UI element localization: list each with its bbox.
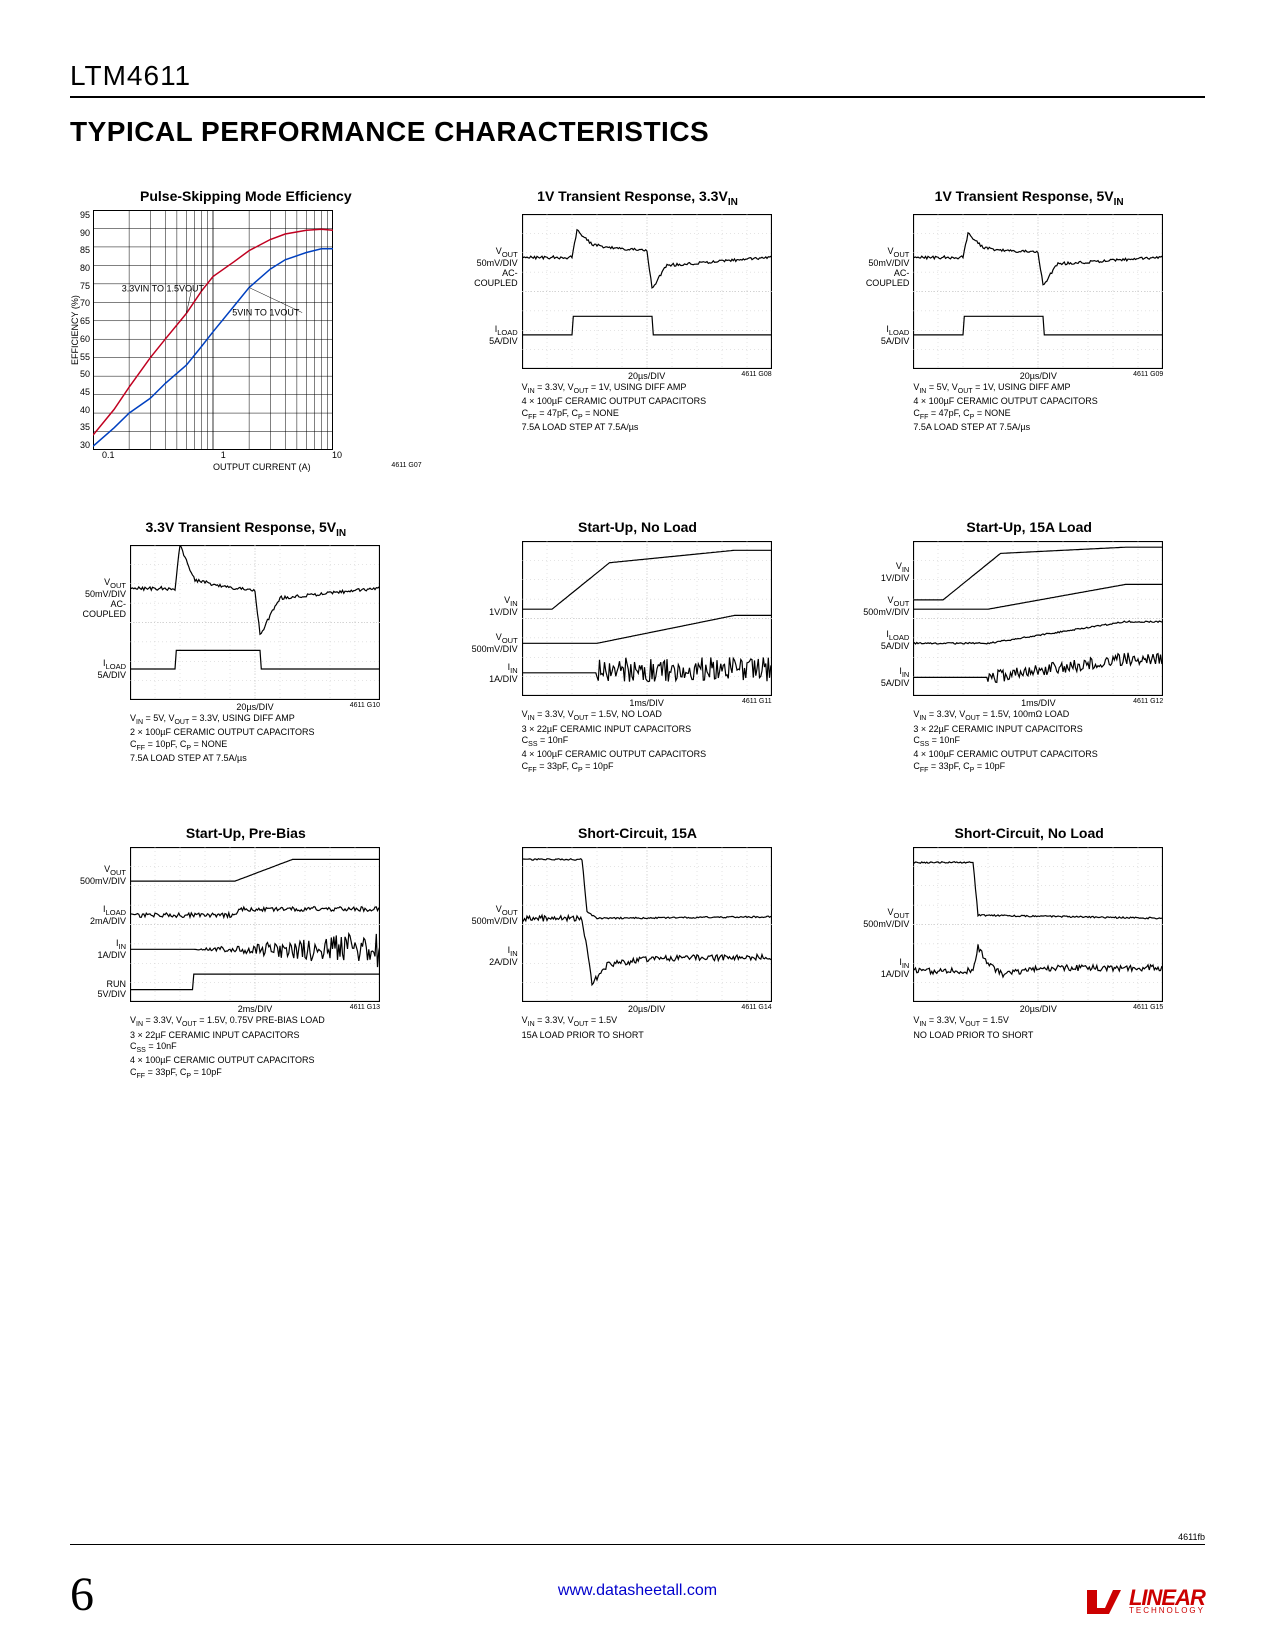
trace-label: ILOAD2mA/DIV	[90, 905, 126, 927]
chart-title: 3.3V Transient Response, 5VIN	[70, 519, 422, 539]
efficiency-yticks: 95 90 85 80 75 70 65 60 55 50 45 40 35 30	[80, 210, 93, 450]
chart-g12: Start-Up, 15A Load VIN1V/DIV VOUT500mV/DIV…	[853, 519, 1205, 775]
ytick: 70	[80, 298, 90, 308]
scope-labels: VOUT500mV/DIV IIN1A/DIV	[853, 847, 913, 1002]
conditions: VIN = 3.3V, VOUT = 1.5V, 0.75V PRE-BIAS …	[130, 1015, 422, 1081]
trace-label: RUN5V/DIV	[97, 980, 126, 1000]
ytick: 95	[80, 210, 90, 220]
trace-label: ILOAD5A/DIV	[97, 659, 126, 681]
conditions: VIN = 3.3V, VOUT = 1V, USING DIFF AMP4 ×…	[522, 382, 814, 434]
scope-labels: VOUT500mV/DIV IIN2A/DIV	[462, 847, 522, 1002]
xtick: 0.1	[102, 450, 115, 460]
logo-icon	[1083, 1584, 1123, 1620]
trace-label: VIN1V/DIV	[881, 562, 910, 584]
trace-label: VOUT500mV/DIV	[863, 596, 909, 618]
chart-g09: 1V Transient Response, 5VIN VOUT50mV/DIVA…	[853, 188, 1205, 469]
trace-label: ILOAD5A/DIV	[489, 325, 518, 347]
ytick: 60	[80, 334, 90, 344]
trace-label: ILOAD5A/DIV	[881, 630, 910, 652]
trace-label: VOUT500mV/DIV	[863, 908, 909, 930]
ytick: 85	[80, 245, 90, 255]
svg-text:5VIN TO 1VOUT: 5VIN TO 1VOUT	[232, 308, 300, 318]
ytick: 30	[80, 440, 90, 450]
chart-g08: 1V Transient Response, 3.3VIN VOUT50mV/DI…	[462, 188, 814, 469]
trace-label: IIN1A/DIV	[489, 663, 518, 685]
scope-plot	[913, 847, 1163, 1002]
scope-plot	[913, 541, 1163, 696]
logo-text: LINEAR	[1129, 1589, 1205, 1607]
chart-title: 1V Transient Response, 5VIN	[853, 188, 1205, 208]
scope-labels: VOUT500mV/DIV ILOAD2mA/DIV IIN1A/DIV RUN5V/…	[70, 847, 130, 1002]
logo: LINEAR TECHNOLOGY	[1083, 1584, 1205, 1620]
chart-title: 1V Transient Response, 3.3VIN	[462, 188, 814, 208]
ytick: 65	[80, 316, 90, 326]
xtick: 1	[221, 450, 226, 460]
trace-label: ILOAD5A/DIV	[881, 325, 910, 347]
scope-labels: VIN1V/DIV VOUT500mV/DIV ILOAD5A/DIV IIN5A/D…	[853, 541, 913, 696]
efficiency-ylabel: EFFICIENCY (%)	[70, 210, 80, 450]
ytick: 90	[80, 228, 90, 238]
scope-plot	[130, 545, 380, 700]
scope-labels: VOUT50mV/DIVAC-COUPLED ILOAD5A/DIV	[853, 214, 913, 369]
chart-g13: Start-Up, Pre-Bias VOUT500mV/DIV ILOAD2mA/…	[70, 825, 422, 1081]
chart-efficiency: Pulse-Skipping Mode Efficiency EFFICIENC…	[70, 188, 422, 469]
trace-label: IIN1A/DIV	[97, 939, 126, 961]
trace-label: IIN2A/DIV	[489, 946, 518, 968]
scope-labels: VIN1V/DIV VOUT500mV/DIV IIN1A/DIV	[462, 541, 522, 696]
conditions: VIN = 3.3V, VOUT = 1.5V, NO LOAD3 × 22µF…	[522, 709, 814, 775]
logo-subtext: TECHNOLOGY	[1129, 1606, 1205, 1615]
conditions: VIN = 3.3V, VOUT = 1.5VNO LOAD PRIOR TO …	[913, 1015, 1205, 1041]
ytick: 45	[80, 387, 90, 397]
chart-title: Pulse-Skipping Mode Efficiency	[70, 188, 422, 204]
scope-plot	[522, 847, 772, 1002]
trace-label: IIN5A/DIV	[881, 667, 910, 689]
chart-title: Start-Up, 15A Load	[853, 519, 1205, 535]
efficiency-xticks: 0.1 1 10	[102, 450, 342, 460]
conditions: VIN = 3.3V, VOUT = 1.5V15A LOAD PRIOR TO…	[522, 1015, 814, 1041]
trace-label: VOUT500mV/DIV	[80, 865, 126, 887]
ytick: 55	[80, 352, 90, 362]
ytick: 80	[80, 263, 90, 273]
section-title: TYPICAL PERFORMANCE CHARACTERISTICS	[70, 116, 1205, 148]
chart-title: Start-Up, No Load	[462, 519, 814, 535]
scope-plot	[522, 541, 772, 696]
scope-labels: VOUT50mV/DIVAC-COUPLED ILOAD5A/DIV	[70, 545, 130, 700]
svg-text:3.3VIN TO 1.5VOUT: 3.3VIN TO 1.5VOUT	[122, 284, 205, 294]
chart-title: Start-Up, Pre-Bias	[70, 825, 422, 841]
trace-label: IIN1A/DIV	[881, 958, 910, 980]
ytick: 75	[80, 281, 90, 291]
trace-label: VOUT500mV/DIV	[472, 633, 518, 655]
chart-g15: Short-Circuit, No Load VOUT500mV/DIV IIN1A…	[853, 825, 1205, 1081]
chart-g10: 3.3V Transient Response, 5VIN VOUT50mV/DI…	[70, 519, 422, 775]
conditions: VIN = 5V, VOUT = 3.3V, USING DIFF AMP2 ×…	[130, 713, 422, 765]
scope-plot	[522, 214, 772, 369]
trace-label: VIN1V/DIV	[489, 596, 518, 618]
trace-label: VOUT50mV/DIVAC-COUPLED	[853, 247, 909, 289]
chart-g14: Short-Circuit, 15A VOUT500mV/DIV IIN2A/DIV…	[462, 825, 814, 1081]
trace-label: VOUT50mV/DIVAC-COUPLED	[462, 247, 518, 289]
chart-g11: Start-Up, No Load VIN1V/DIV VOUT500mV/DIV I…	[462, 519, 814, 775]
xtick: 10	[332, 450, 342, 460]
conditions: VIN = 5V, VOUT = 1V, USING DIFF AMP4 × 1…	[913, 382, 1205, 434]
charts-grid: Pulse-Skipping Mode Efficiency EFFICIENC…	[70, 188, 1205, 1081]
corner-id: 4611fb	[1178, 1532, 1205, 1542]
trace-label: VOUT50mV/DIVAC-COUPLED	[70, 578, 126, 620]
ytick: 35	[80, 422, 90, 432]
part-number: LTM4611	[70, 60, 1205, 98]
scope-plot	[130, 847, 380, 1002]
conditions: VIN = 3.3V, VOUT = 1.5V, 100mΩ LOAD3 × 2…	[913, 709, 1205, 775]
chart-title: Short-Circuit, 15A	[462, 825, 814, 841]
chart-title: Short-Circuit, No Load	[853, 825, 1205, 841]
ytick: 40	[80, 405, 90, 415]
ytick: 50	[80, 369, 90, 379]
scope-plot	[913, 214, 1163, 369]
trace-label: VOUT500mV/DIV	[472, 905, 518, 927]
footer-rule	[70, 1544, 1205, 1545]
scope-labels: VOUT50mV/DIVAC-COUPLED ILOAD5A/DIV	[462, 214, 522, 369]
efficiency-plot: 3.3VIN TO 1.5VOUT 5VIN TO 1VOUT	[93, 210, 333, 450]
